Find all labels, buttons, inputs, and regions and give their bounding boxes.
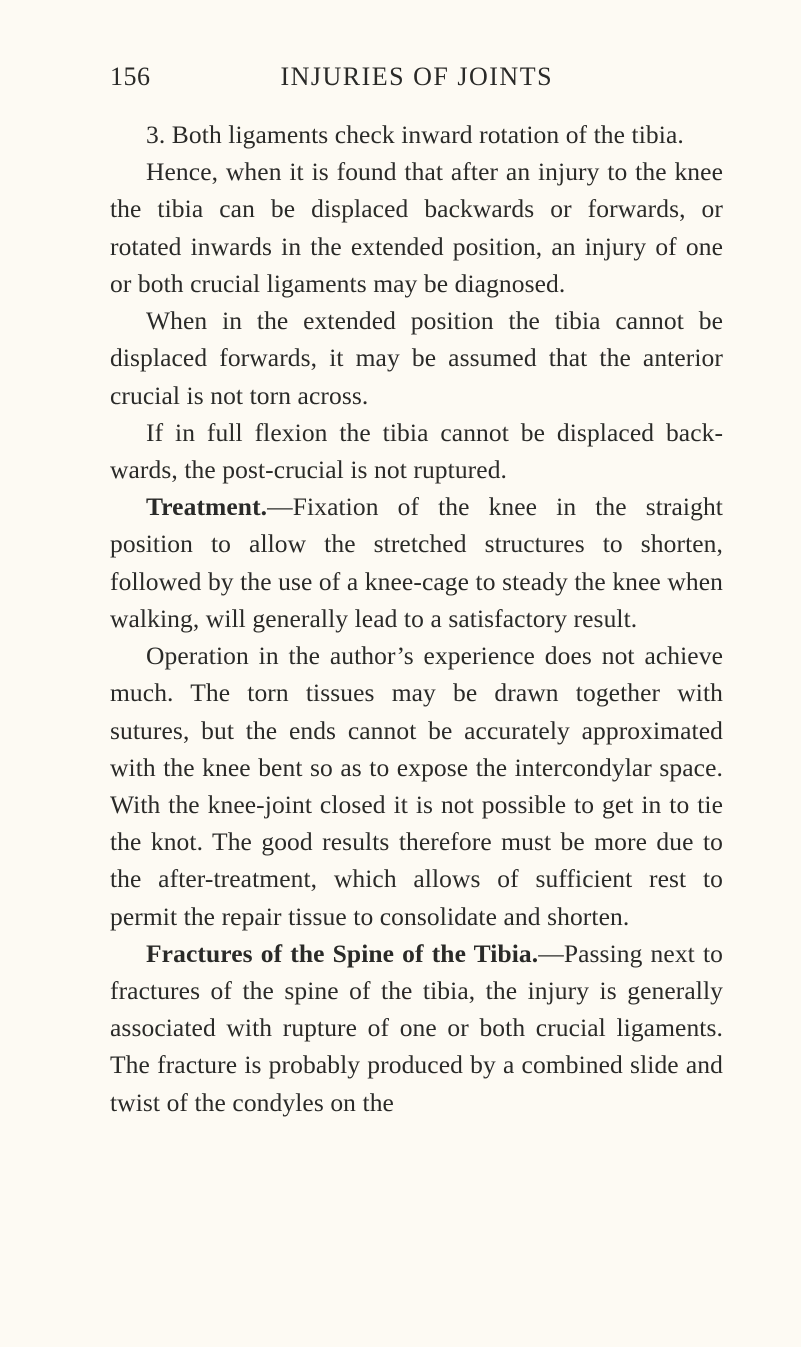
running-title: INJURIES OF JOINTS	[111, 62, 724, 92]
page-header: 156 INJURIES OF JOINTS	[110, 62, 723, 92]
treatment-heading: Treatment.	[146, 492, 267, 521]
paragraph-4: If in full flexion the tibia cannot be d…	[110, 414, 723, 488]
paragraph-6: Operation in the author’s experience doe…	[110, 637, 723, 935]
paragraph-5: Treatment.—Fixation of the knee in the s…	[110, 488, 723, 637]
paragraph-7: Fractures of the Spine of the Tibia.—Pas…	[110, 935, 723, 1121]
paragraph-2: Hence, when it is found that after an in…	[110, 153, 723, 302]
fractures-heading: Fractures of the Spine of the Tibia.	[146, 939, 538, 968]
paragraph-3: When in the extended position the tibia …	[110, 302, 723, 414]
page: 156 INJURIES OF JOINTS 3. Both ligaments…	[0, 0, 801, 1347]
paragraph-1: 3. Both ligaments check inward rotation …	[110, 116, 723, 153]
body-text: 3. Both ligaments check inward rotation …	[110, 116, 723, 1121]
